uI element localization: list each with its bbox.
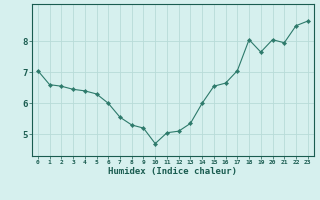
X-axis label: Humidex (Indice chaleur): Humidex (Indice chaleur) bbox=[108, 167, 237, 176]
